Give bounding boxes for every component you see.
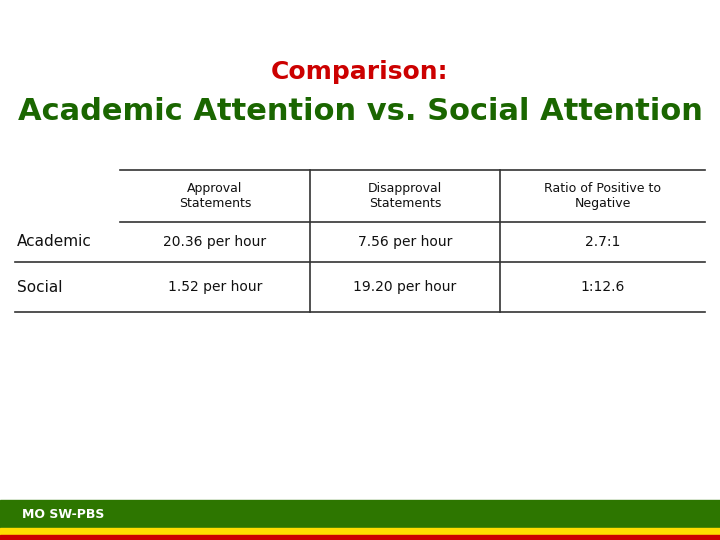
Text: Ratio of Positive to
Negative: Ratio of Positive to Negative <box>544 182 661 210</box>
Text: Academic: Academic <box>17 234 92 249</box>
Text: 20.36 per hour: 20.36 per hour <box>163 235 266 249</box>
Text: 1.52 per hour: 1.52 per hour <box>168 280 262 294</box>
Text: 1:12.6: 1:12.6 <box>580 280 625 294</box>
Text: Approval
Statements: Approval Statements <box>179 182 251 210</box>
Bar <box>0 535 720 540</box>
Text: 7.56 per hour: 7.56 per hour <box>358 235 452 249</box>
Bar <box>0 500 720 528</box>
Text: Comparison:: Comparison: <box>271 60 449 84</box>
Bar <box>0 528 720 535</box>
Text: Academic Attention vs. Social Attention: Academic Attention vs. Social Attention <box>17 98 703 126</box>
Text: 2.7:1: 2.7:1 <box>585 235 620 249</box>
Text: 19.20 per hour: 19.20 per hour <box>354 280 456 294</box>
Text: Social: Social <box>17 280 63 294</box>
Text: MO SW-PBS: MO SW-PBS <box>22 508 104 521</box>
Text: Disapproval
Statements: Disapproval Statements <box>368 182 442 210</box>
